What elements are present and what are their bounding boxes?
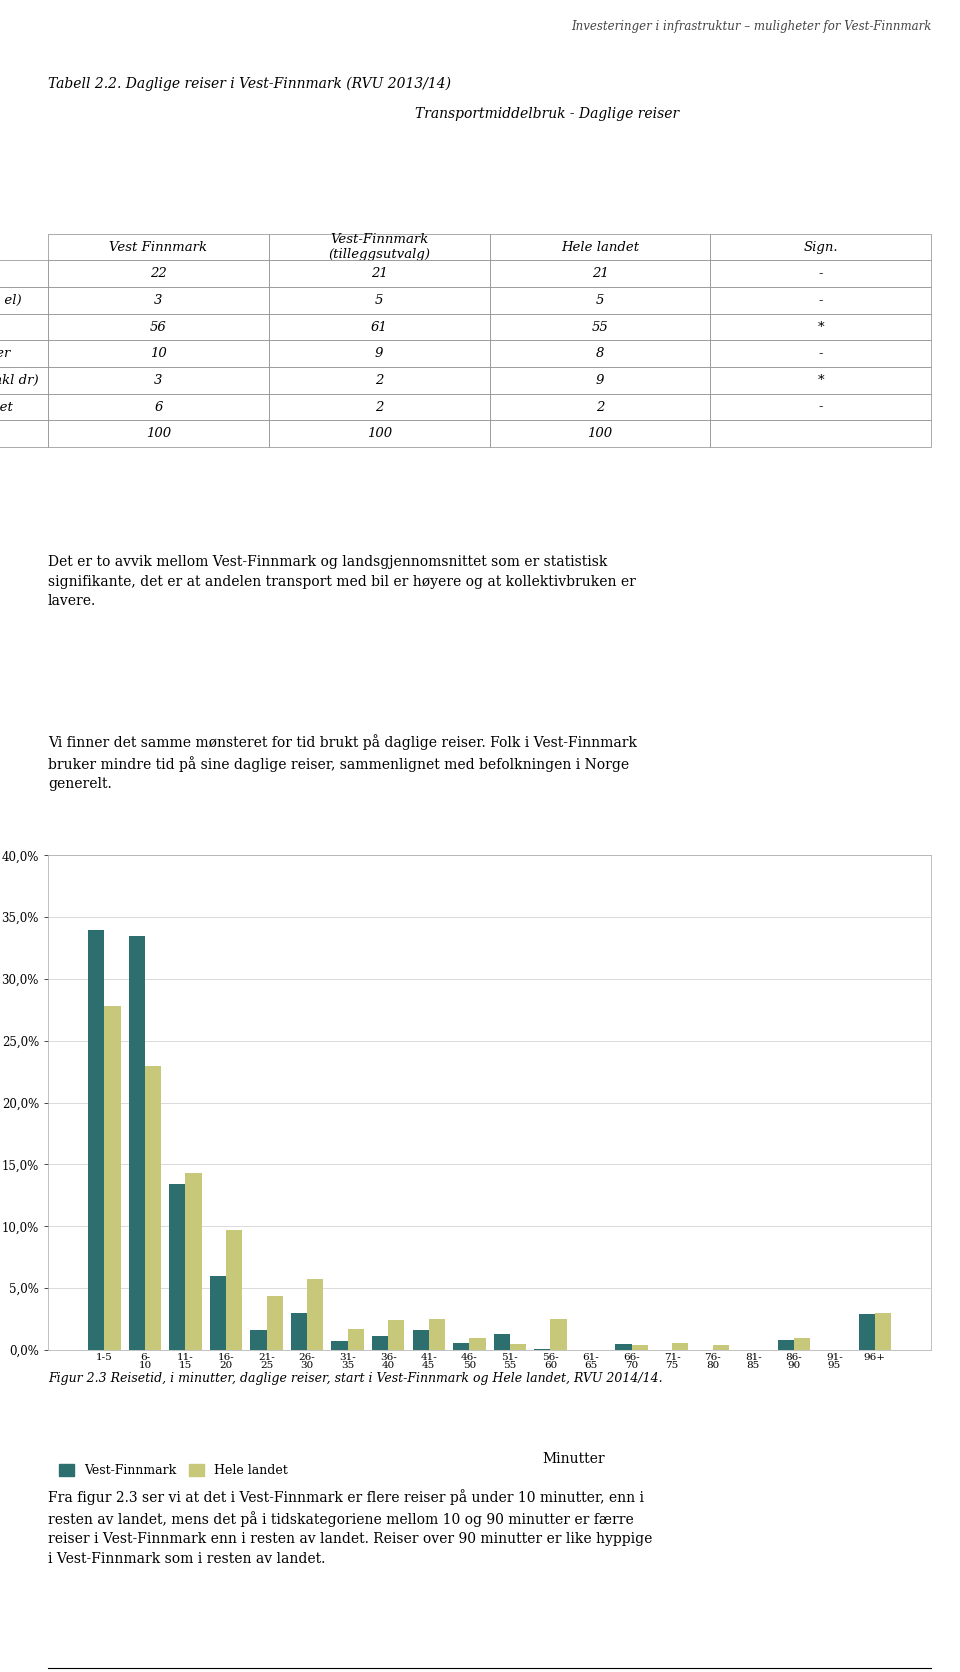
Text: Minutter: Minutter: [542, 1451, 605, 1466]
Bar: [794, 1338, 810, 1349]
Bar: [875, 1313, 891, 1349]
Bar: [453, 1343, 469, 1349]
Bar: [307, 1279, 324, 1349]
Bar: [251, 1331, 267, 1349]
Bar: [550, 1319, 566, 1349]
Bar: [632, 1344, 648, 1349]
Bar: [413, 1331, 429, 1349]
Text: Investeringer i infrastruktur – muligheter for Vest-Finnmark: Investeringer i infrastruktur – mulighet…: [571, 20, 931, 33]
Bar: [672, 1343, 688, 1349]
Bar: [712, 1344, 729, 1349]
Bar: [210, 1276, 226, 1349]
Bar: [145, 1065, 161, 1349]
Bar: [429, 1319, 445, 1349]
Bar: [858, 1314, 875, 1349]
Text: Fra figur 2.3 ser vi at det i Vest-Finnmark er flere reiser på under 10 minutter: Fra figur 2.3 ser vi at det i Vest-Finnm…: [48, 1488, 653, 1565]
Bar: [105, 1007, 121, 1349]
Bar: [388, 1321, 404, 1349]
Text: Tabell 2.2. Daglige reiser i Vest-Finnmark (RVU 2013/14): Tabell 2.2. Daglige reiser i Vest-Finnma…: [48, 77, 451, 92]
Text: Figur 2.3 Reisetid, i minutter, daglige reiser, start i Vest-Finnmark og Hele la: Figur 2.3 Reisetid, i minutter, daglige …: [48, 1371, 662, 1384]
Bar: [331, 1341, 348, 1349]
Bar: [169, 1184, 185, 1349]
Bar: [129, 936, 145, 1349]
Text: Det er to avvik mellom Vest-Finnmark og landsgjennomsnittet som er statistisk
si: Det er to avvik mellom Vest-Finnmark og …: [48, 555, 636, 609]
Bar: [615, 1344, 632, 1349]
Bar: [267, 1296, 283, 1349]
Text: Vi finner det samme mønsteret for tid brukt på daglige reiser. Folk i Vest-Finnm: Vi finner det samme mønsteret for tid br…: [48, 734, 637, 791]
Bar: [510, 1344, 526, 1349]
Bar: [291, 1313, 307, 1349]
Bar: [493, 1334, 510, 1349]
Text: Transportmiddelbruk - Daglige reiser: Transportmiddelbruk - Daglige reiser: [415, 107, 679, 120]
Bar: [372, 1336, 388, 1349]
Bar: [469, 1338, 486, 1349]
Bar: [778, 1339, 794, 1349]
Bar: [185, 1174, 202, 1349]
Bar: [226, 1231, 242, 1349]
Legend: Vest-Finnmark, Hele landet: Vest-Finnmark, Hele landet: [55, 1460, 293, 1481]
Bar: [348, 1329, 364, 1349]
Bar: [88, 930, 105, 1349]
